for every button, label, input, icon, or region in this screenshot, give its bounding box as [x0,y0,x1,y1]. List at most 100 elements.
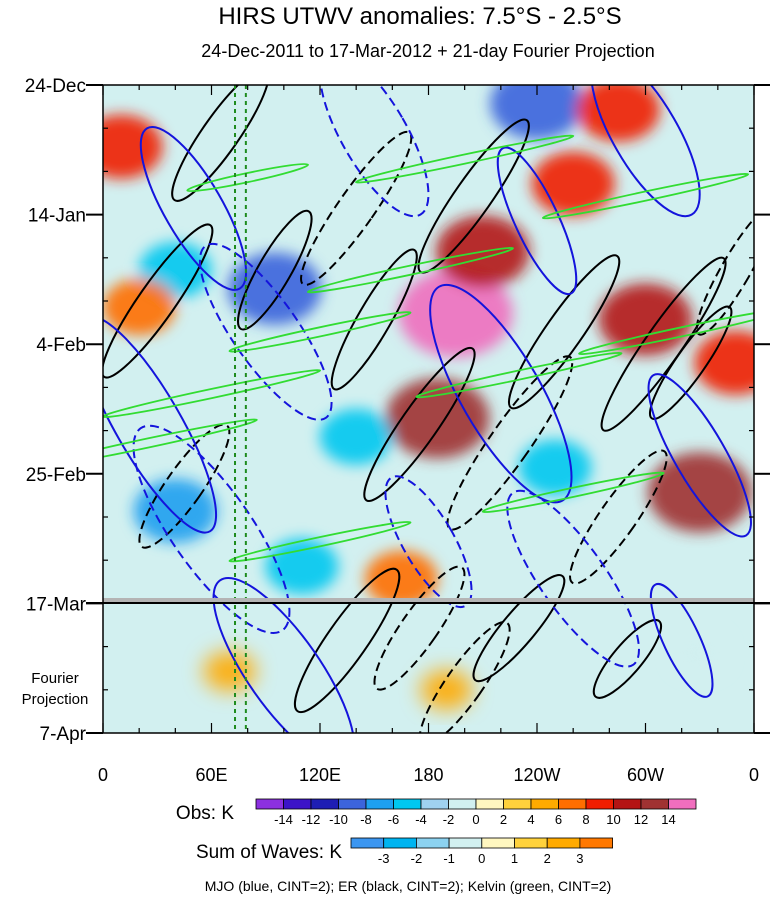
anomaly-0 [398,269,513,358]
y-axis: 24-Dec 14-Jan 4-Feb 25-Feb 17-Mar 7-Apr [25,76,770,745]
er-contour-7 [446,355,574,531]
obs-colorbar-swatch-15 [668,798,697,810]
er-contour-17 [649,305,733,420]
er-contour-2 [237,209,313,331]
kelvin-contour-33 [103,369,322,418]
kelvin-contour-35 [306,246,514,294]
kelvin-contour-41 [481,471,665,513]
wave-colorbar-swatch-4 [481,837,515,849]
er-contour-0 [103,223,214,379]
wave-colorbar-swatch-3 [448,837,483,849]
obs-colorbar-swatch-2 [310,798,339,810]
mjo-contour-29 [647,373,752,538]
projection-label: Fourier Projection [22,670,89,708]
kelvin-contour-36 [355,134,575,184]
kelvin-contour-34 [228,311,412,353]
y-tick-label-1: 14-Jan [28,206,86,227]
obs-colorbar-swatch-13 [613,798,642,810]
kelvin-contour-40 [228,521,412,563]
er-contour-3 [300,130,413,286]
x-tick-label-1: 60E [195,765,227,785]
mjo-contour-19 [103,315,218,534]
plot-area [103,85,754,733]
x-tick-label-2: 120E [299,765,341,785]
wave-colorbar-swatch-0 [350,837,385,849]
obs-colorbar-level-5: -4 [415,812,427,827]
x-tick-label-0: 0 [98,765,108,785]
obs-colorbar-level-3: -8 [360,812,372,827]
obs-colorbar-level-2: -10 [329,812,348,827]
obs-colorbar-label: Obs: K [176,803,234,824]
x-tick-label-4: 120W [513,765,560,785]
wave-colorbar-level-3: 0 [478,851,485,866]
er-contour-13 [373,565,466,691]
anomaly-7 [531,151,615,216]
obs-colorbar-swatch-14 [640,798,669,810]
obs-colorbar-swatch-12 [585,798,614,810]
obs-colorbar-swatch-3 [338,798,367,810]
obs-colorbar-level-11: 8 [582,812,589,827]
mjo-contour-27 [506,489,640,668]
anomaly-19 [420,669,473,710]
mjo-contour-20 [132,424,291,634]
wave-colorbar-level-6: 3 [576,851,583,866]
x-tick-label-6: 0 [749,765,759,785]
footnote: MJO (blue, CINT=2); ER (black, CINT=2); … [205,878,612,894]
obs-colorbar-level-8: 2 [500,812,507,827]
anomaly-6 [103,114,163,179]
x-tick-label-5: 60W [627,765,664,785]
obs-colorbar-level-1: -12 [302,812,321,827]
obs-colorbar-swatch-10 [530,798,559,810]
anomaly-13 [518,439,592,496]
wave-contours [103,85,754,733]
y-tick-label-2: 4-Feb [36,335,86,356]
er-contour-10 [695,204,754,336]
mjo-contour-28 [590,85,701,218]
wave-colorbar-level-0: -3 [378,851,390,866]
mjo-contour-25 [429,283,573,504]
anomaly-18 [203,651,256,692]
obs-colorbar-level-9: 4 [527,812,534,827]
kelvin-contour-32 [103,418,258,468]
mjo-contour-22 [139,125,248,291]
obs-colorbar-swatch-0 [255,798,284,810]
anomaly-5 [694,330,754,395]
wave-colorbar-label: Sum of Waves: K [196,842,342,863]
obs-colorbar-level-6: -2 [443,812,455,827]
wave-colorbar-swatch-2 [415,837,450,849]
wave-colorbar: Sum of Waves: K -3 -2 -1 0 1 2 3 [196,837,614,866]
kelvin-contour-38 [541,172,750,220]
wave-colorbar-level-2: -1 [443,851,455,866]
anomaly-8 [227,252,322,325]
y-tick-label-3: 25-Feb [26,465,86,486]
obs-colorbar-level-13: 12 [634,812,648,827]
obs-colorbar-level-0: -14 [274,812,293,827]
y-tick-label-5: 7-Apr [40,724,87,745]
obs-colorbar-level-12: 10 [606,812,620,827]
mjo-contour-30 [649,582,714,698]
mjo-contour-31 [384,475,473,609]
er-contour-15 [472,574,566,683]
wave-colorbar-swatch-6 [546,837,581,849]
obs-colorbar: Obs: K -14 -12 -10 -8 -6 -4 -2 0 2 4 6 8 10 12 14 [176,798,697,827]
wave-colorbar-level-1: -2 [411,851,423,866]
anomaly-4 [647,452,752,533]
wave-colorbar-swatch-5 [514,837,548,849]
observation-field [103,85,754,603]
anomaly-3 [598,283,693,356]
er-contour-11 [138,423,231,549]
er-contour-8 [508,254,621,410]
obs-colorbar-swatch-5 [393,798,422,810]
reference-lines [234,85,247,733]
kelvin-contour-39 [578,308,754,356]
x-axis: 0 60E 120E 180 120W 60W 0 [98,85,759,785]
anomaly-16 [364,550,438,603]
y-tick-label-0: 24-Dec [25,76,86,97]
x-tick-label-3: 180 [413,765,443,785]
obs-colorbar-swatch-1 [283,798,312,810]
er-contour-12 [293,567,401,714]
obs-colorbar-swatch-11 [558,798,587,810]
obs-colorbar-swatch-7 [448,798,477,810]
er-contour-14 [418,621,511,733]
